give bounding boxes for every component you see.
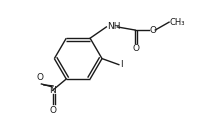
- Text: O: O: [49, 106, 56, 115]
- Text: N: N: [49, 86, 56, 95]
- Text: CH₃: CH₃: [170, 18, 185, 27]
- Text: O: O: [149, 25, 156, 34]
- Text: O: O: [133, 44, 139, 53]
- Text: O: O: [37, 73, 44, 82]
- Text: I: I: [120, 60, 122, 69]
- Text: NH: NH: [107, 22, 121, 31]
